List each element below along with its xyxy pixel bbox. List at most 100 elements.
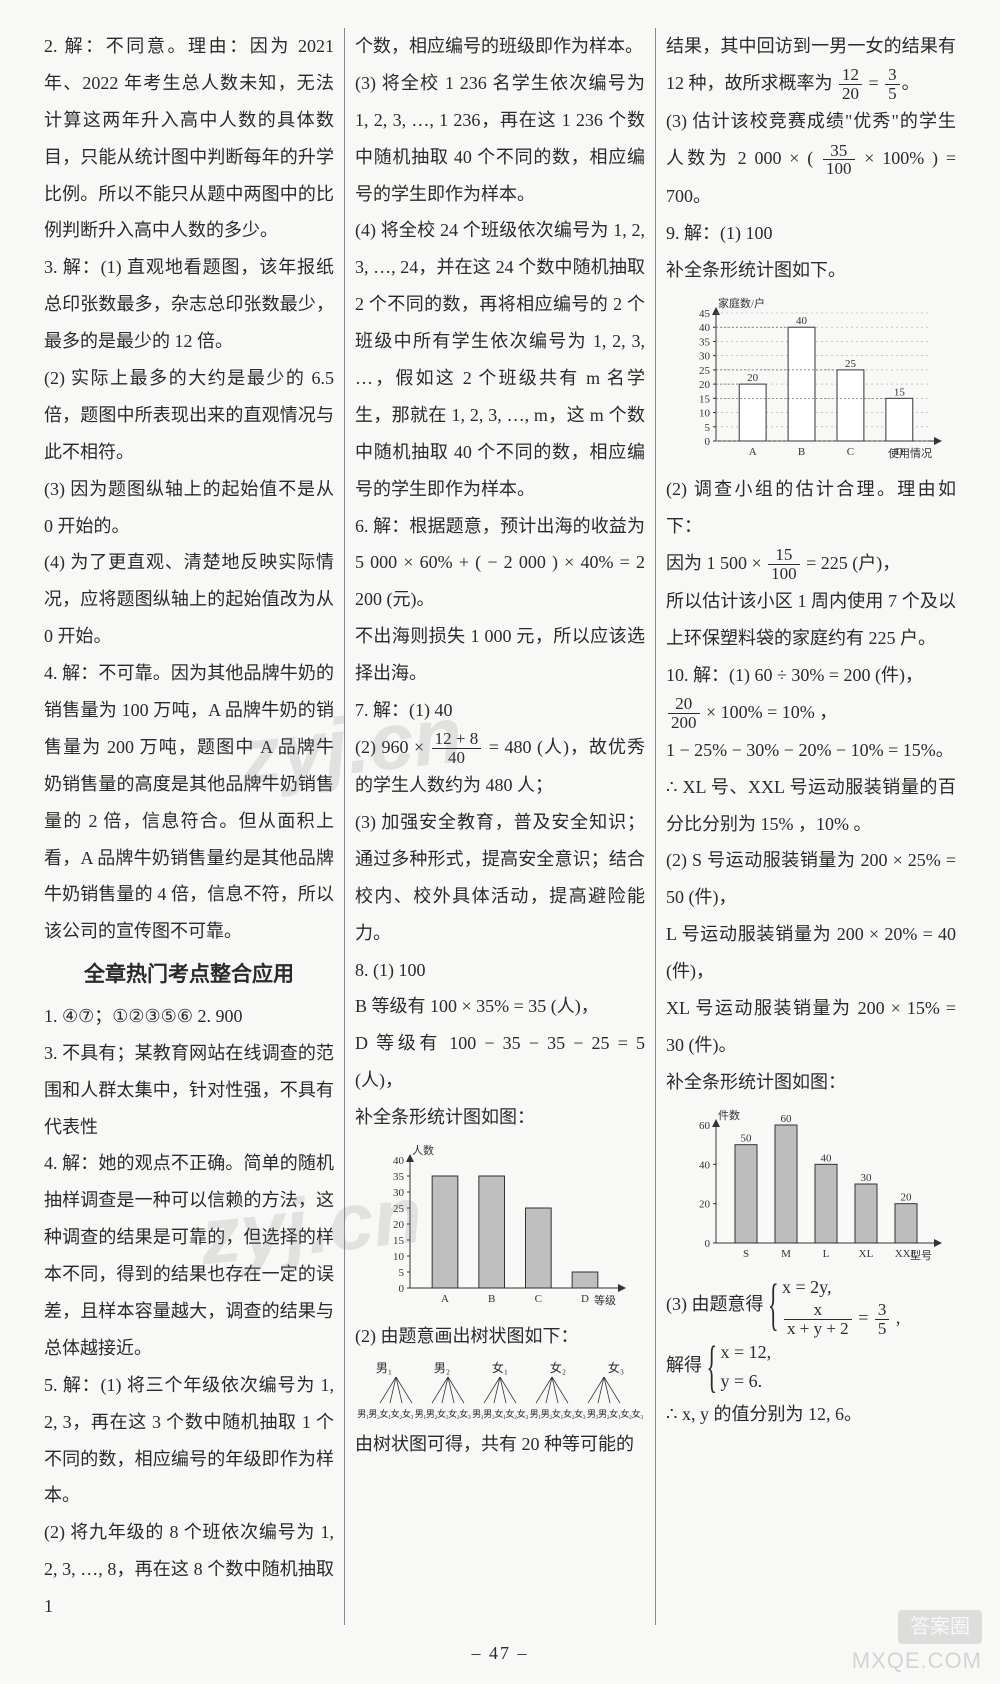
chart-2: 051015202530354045家庭数/户使用情况A20B40C25D15	[676, 295, 946, 465]
svg-text:40: 40	[821, 1152, 833, 1164]
q8d: 补全条形统计图如图：	[355, 1099, 645, 1136]
tree-diagram: 男₁男₂女₁女₂女₃ 男₁男₂女₁女₂女₃ 男₁男₂女₁女₂女₃ 男₁男₂女₁女…	[355, 1361, 645, 1420]
column-1: 2. 解：不同意。理由：因为 2021 年、2022 年考生总人数未知，无法计算…	[34, 28, 344, 1625]
tree-branches	[370, 1375, 630, 1405]
q10g: XL 号运动服装销量为 200 × 15% = 30 (件)。	[666, 990, 956, 1064]
svg-text:45: 45	[699, 308, 711, 320]
ans-1-2: 1. ④⑦；①②③⑤⑥ 2. 900	[44, 998, 334, 1035]
q8b: B 等级有 100 × 35% = 35 (人)，	[355, 988, 645, 1025]
column-3: 结果，其中回访到一男一女的结果有 12 种，故所求概率为 1220 = 35。 …	[655, 28, 966, 1625]
q10a: 10. 解：(1) 60 ÷ 30% = 200 (件)，	[666, 657, 956, 694]
q8h-f: 35100	[821, 142, 857, 179]
svg-text:件数: 件数	[718, 1109, 740, 1122]
badge: 答案圈	[898, 1610, 982, 1644]
svg-text:M: M	[781, 1248, 791, 1260]
q10j: 解得 x = 12, y = 6.	[666, 1338, 956, 1396]
svg-text:人数: 人数	[412, 1144, 434, 1157]
svg-text:L: L	[823, 1248, 830, 1260]
svg-text:15: 15	[894, 386, 906, 398]
columns: 2. 解：不同意。理由：因为 2021 年、2022 年考生总人数未知，无法计算…	[34, 28, 966, 1625]
q10d: ∴ XL 号、XXL 号运动服装销量的百分比分别为 15% ，10% 。	[666, 769, 956, 843]
corner-watermark: MXQE.COM	[852, 1648, 982, 1674]
svg-text:25: 25	[699, 365, 711, 377]
svg-text:25: 25	[393, 1203, 405, 1215]
svg-text:等级: 等级	[594, 1293, 616, 1307]
q10f: L 号运动服装销量为 200 × 20% = 40 (件)，	[666, 916, 956, 990]
tree-leaves: 男₁男₂女₁女₂女₃ 男₁男₂女₁女₂女₃ 男₁男₂女₁女₂女₃ 男₁男₂女₁女…	[355, 1409, 645, 1420]
svg-text:50: 50	[741, 1132, 753, 1144]
svg-text:A: A	[441, 1293, 449, 1305]
svg-text:25: 25	[845, 358, 857, 370]
q8c: D 等级有 100 − 35 − 35 − 25 = 5 (人)，	[355, 1025, 645, 1099]
ans-3: 3. 不具有；某教育网站在线调查的范围和人群太集中，针对性强，不具有代表性	[44, 1035, 334, 1146]
q2: 2. 解：不同意。理由：因为 2021 年、2022 年考生总人数未知，无法计算…	[44, 28, 334, 249]
svg-text:30: 30	[393, 1187, 405, 1199]
q3-3: (3) 因为题图纵轴上的起始值不是从 0 开始的。	[44, 471, 334, 545]
svg-text:B: B	[798, 446, 805, 458]
ans-4: 4. 解：她的观点不正确。简单的随机抽样调查是一种可以信赖的方法，这种调查的结果…	[44, 1145, 334, 1366]
svg-text:40: 40	[796, 315, 808, 327]
svg-text:15: 15	[699, 393, 711, 405]
ans-5a: 5. 解：(1) 将三个年级依次编号为 1, 2, 3，再在这 3 个数中随机抽…	[44, 1367, 334, 1515]
svg-text:0: 0	[705, 436, 711, 448]
svg-text:20: 20	[393, 1219, 405, 1231]
section-title: 全章热门考点整合应用	[44, 958, 334, 992]
svg-text:60: 60	[699, 1120, 711, 1132]
q10b: 20200 × 100% = 10% ，	[666, 694, 956, 732]
svg-text:10: 10	[393, 1251, 405, 1263]
svg-text:A: A	[749, 446, 757, 458]
brace-1: x = 2y, xx + y + 2 = 35 ,	[768, 1273, 900, 1338]
svg-text:0: 0	[705, 1238, 711, 1250]
svg-text:10: 10	[699, 407, 711, 419]
svg-text:35: 35	[393, 1171, 405, 1183]
q8f: 由树状图可得，共有 20 种等可能的	[355, 1426, 645, 1463]
q6a: 6. 解：根据题意，预计出海的收益为 5 000 × 60% + ( − 2 0…	[355, 508, 645, 619]
q6b: 不出海则损失 1 000 元，所以应该选择出海。	[355, 618, 645, 692]
svg-text:20: 20	[901, 1191, 913, 1203]
svg-text:0: 0	[399, 1283, 405, 1295]
q9c: (2) 调查小组的估计合理。理由如下：	[666, 471, 956, 545]
svg-text:30: 30	[861, 1172, 873, 1184]
q5-3: (3) 将全校 1 236 名学生依次编号为 1, 2, 3, …, 1 236…	[355, 65, 645, 213]
q5-cont-top: 个数，相应编号的班级即作为样本。	[355, 28, 645, 65]
q3-4: (4) 为了更直观、清楚地反映实际情况，应将题图纵轴上的起始值改为从 0 开始。	[44, 544, 334, 655]
svg-text:C: C	[535, 1293, 542, 1305]
q3-1: 3. 解：(1) 直观地看题图，该年报纸总印张数最多，杂志总印张数最少，最多的是…	[44, 249, 334, 360]
q10h: 补全条形统计图如图：	[666, 1064, 956, 1101]
svg-text:C: C	[847, 446, 854, 458]
q7b: (2) 960 × 12 + 840 = 480 (人)，故优秀的学生人数约为 …	[355, 729, 645, 804]
svg-text:5: 5	[705, 422, 711, 434]
svg-text:20: 20	[699, 1198, 711, 1210]
svg-text:30: 30	[699, 351, 711, 363]
q9a: 9. 解：(1) 100	[666, 215, 956, 252]
svg-text:D: D	[581, 1293, 589, 1305]
svg-text:20: 20	[747, 372, 759, 384]
svg-text:家庭数/户: 家庭数/户	[718, 296, 765, 310]
q7a: 7. 解：(1) 40	[355, 692, 645, 729]
chart-3: 0204060件数型号S50M60L40XL30XXL20	[676, 1107, 946, 1267]
q8g-f1: 1220	[837, 66, 864, 103]
page-number: – 47 –	[34, 1643, 966, 1664]
svg-text:15: 15	[393, 1235, 405, 1247]
q7b-frac: 12 + 840	[430, 730, 484, 767]
q7c: (3) 加强安全教育，普及安全知识；通过多种形式，提高安全意识；结合校内、校外具…	[355, 804, 645, 952]
q9e: 所以估计该小区 1 周内使用 7 个及以上环保塑料袋的家庭约有 225 户。	[666, 583, 956, 657]
q10c: 1 − 25% − 30% − 20% − 10% = 15%。	[666, 732, 956, 769]
q7b-pre: (2) 960 ×	[355, 737, 430, 757]
q9d: 因为 1 500 × 15100 = 225 (户)，	[666, 545, 956, 583]
svg-text:S: S	[743, 1248, 749, 1260]
q8g: 结果，其中回访到一男一女的结果有 12 种，故所求概率为 1220 = 35。	[666, 28, 956, 103]
q4: 4. 解：不可靠。因为其他品牌牛奶的销售量为 100 万吨，A 品牌牛奶的销售量…	[44, 655, 334, 950]
svg-text:B: B	[488, 1293, 495, 1305]
q8e: (2) 由题意画出树状图如下：	[355, 1318, 645, 1355]
svg-text:40: 40	[393, 1155, 405, 1167]
column-2: 个数，相应编号的班级即作为样本。 (3) 将全校 1 236 名学生依次编号为 …	[344, 28, 655, 1625]
svg-text:60: 60	[781, 1113, 793, 1125]
svg-text:5: 5	[399, 1267, 405, 1279]
q9d-f: 15100	[766, 546, 802, 583]
svg-text:XL: XL	[859, 1248, 874, 1260]
q3-2: (2) 实际上最多的大约是最少的 6.5 倍，题图中所表现出来的直观情况与此不相…	[44, 360, 334, 471]
svg-text:40: 40	[699, 322, 711, 334]
svg-text:20: 20	[699, 379, 711, 391]
chart-1: 0 5 10 15 20 25 30 35 40 人数等级 A B C D	[370, 1142, 630, 1312]
